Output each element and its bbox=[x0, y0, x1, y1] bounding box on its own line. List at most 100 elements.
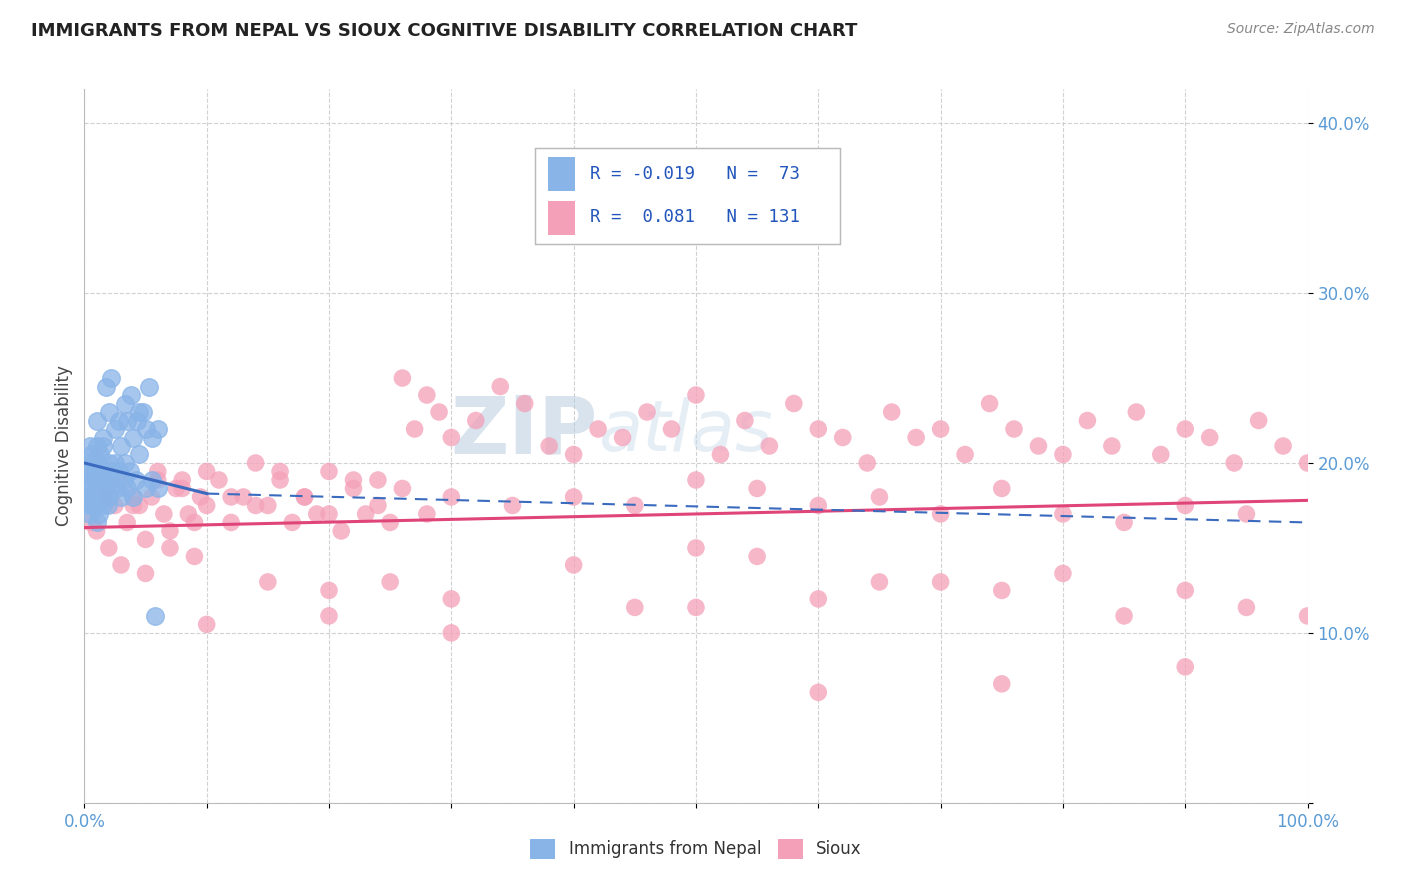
Point bbox=[219, 490, 242, 504]
Point bbox=[128, 405, 150, 419]
Point bbox=[636, 405, 658, 419]
Point bbox=[427, 405, 450, 419]
Text: atlas: atlas bbox=[598, 397, 773, 467]
Point bbox=[586, 422, 609, 436]
Point bbox=[97, 456, 120, 470]
Point bbox=[107, 413, 129, 427]
Point bbox=[112, 473, 135, 487]
Point bbox=[77, 473, 100, 487]
Point bbox=[1114, 516, 1136, 530]
Point bbox=[624, 600, 647, 615]
Point bbox=[82, 499, 104, 513]
Point bbox=[80, 490, 103, 504]
Point bbox=[122, 490, 145, 504]
Point bbox=[1150, 448, 1173, 462]
Point bbox=[141, 430, 163, 444]
Point bbox=[979, 396, 1001, 410]
Point bbox=[146, 473, 169, 487]
Point bbox=[110, 490, 132, 504]
Point bbox=[991, 677, 1014, 691]
Point bbox=[89, 482, 111, 496]
Point bbox=[159, 524, 181, 538]
Point bbox=[783, 396, 806, 410]
Point bbox=[128, 448, 150, 462]
Point bbox=[318, 608, 340, 623]
Point bbox=[91, 490, 114, 504]
Point bbox=[97, 541, 120, 555]
Point bbox=[391, 371, 413, 385]
Point bbox=[89, 448, 111, 462]
Point bbox=[1174, 422, 1197, 436]
Point bbox=[391, 482, 413, 496]
Point bbox=[1052, 566, 1074, 581]
Point bbox=[135, 482, 157, 496]
Point bbox=[856, 456, 879, 470]
Point bbox=[87, 473, 110, 487]
Point bbox=[1101, 439, 1123, 453]
Point bbox=[367, 499, 389, 513]
Point bbox=[513, 396, 536, 410]
Point bbox=[1174, 660, 1197, 674]
Point bbox=[83, 456, 105, 470]
Point bbox=[440, 490, 463, 504]
Point bbox=[318, 507, 340, 521]
Point bbox=[747, 549, 769, 564]
Point bbox=[84, 465, 107, 479]
Point bbox=[91, 430, 114, 444]
Point bbox=[257, 499, 280, 513]
Point bbox=[135, 533, 157, 547]
Point bbox=[562, 448, 585, 462]
Point bbox=[305, 507, 328, 521]
Point bbox=[115, 413, 138, 427]
Point bbox=[143, 608, 166, 623]
Point bbox=[269, 473, 291, 487]
Point bbox=[880, 405, 903, 419]
Point bbox=[1052, 448, 1074, 462]
Point bbox=[440, 626, 463, 640]
Point bbox=[758, 439, 780, 453]
Point bbox=[318, 583, 340, 598]
Point bbox=[76, 490, 98, 504]
Point bbox=[90, 473, 112, 487]
Point bbox=[219, 516, 242, 530]
Point bbox=[87, 456, 110, 470]
Point bbox=[1247, 413, 1270, 427]
Point bbox=[330, 524, 353, 538]
Point bbox=[747, 482, 769, 496]
Point bbox=[110, 439, 132, 453]
Point bbox=[342, 473, 364, 487]
Point bbox=[685, 541, 707, 555]
Point bbox=[80, 448, 103, 462]
Point bbox=[172, 473, 194, 487]
Point bbox=[141, 490, 163, 504]
Point bbox=[208, 473, 231, 487]
Point bbox=[125, 473, 148, 487]
Text: ZIP: ZIP bbox=[451, 392, 598, 471]
Point bbox=[91, 439, 114, 453]
Point bbox=[440, 430, 463, 444]
Point bbox=[159, 541, 181, 555]
Point bbox=[661, 422, 683, 436]
Point bbox=[1223, 456, 1246, 470]
Point bbox=[165, 482, 187, 496]
Y-axis label: Cognitive Disability: Cognitive Disability bbox=[55, 366, 73, 526]
Point bbox=[440, 591, 463, 606]
Point bbox=[709, 448, 731, 462]
Point bbox=[354, 507, 377, 521]
Point bbox=[269, 465, 291, 479]
Point bbox=[489, 379, 512, 393]
Point bbox=[1272, 439, 1295, 453]
Point bbox=[146, 422, 169, 436]
Point bbox=[953, 448, 976, 462]
Point bbox=[77, 482, 100, 496]
Point bbox=[138, 379, 160, 393]
Point bbox=[141, 473, 163, 487]
Point bbox=[100, 371, 122, 385]
Point bbox=[97, 490, 120, 504]
Point bbox=[991, 583, 1014, 598]
Point bbox=[77, 456, 100, 470]
Point bbox=[120, 388, 142, 402]
Point bbox=[905, 430, 928, 444]
Point bbox=[79, 465, 101, 479]
Point bbox=[245, 499, 267, 513]
